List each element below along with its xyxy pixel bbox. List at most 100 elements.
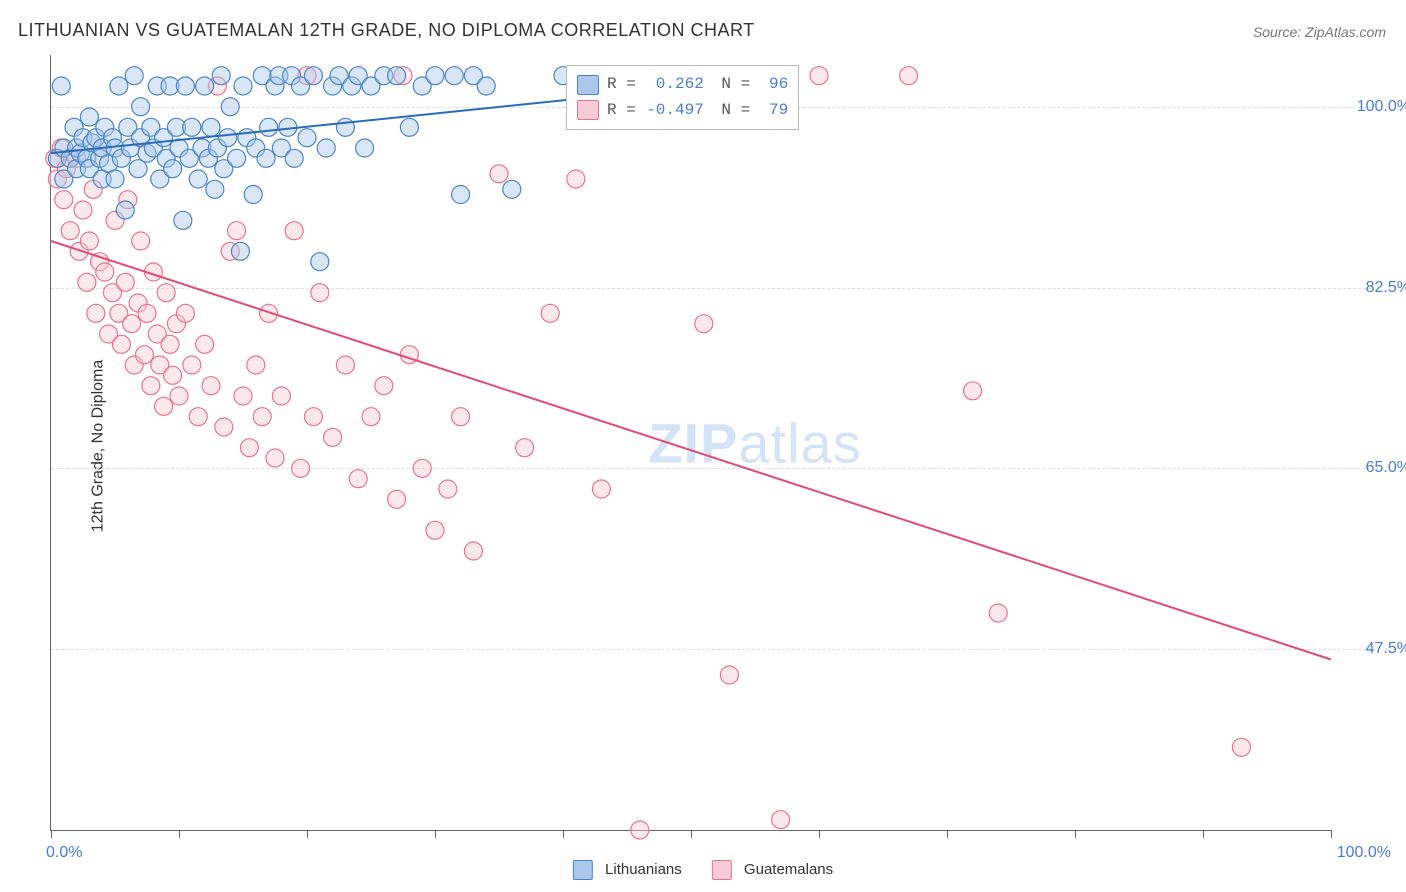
data-point <box>212 67 230 85</box>
data-point <box>189 170 207 188</box>
stat-label: R = <box>607 72 636 98</box>
stats-swatch-series1 <box>577 75 599 95</box>
data-point <box>247 356 265 374</box>
xtick <box>179 830 180 838</box>
data-point <box>228 149 246 167</box>
data-point <box>164 160 182 178</box>
data-point <box>189 408 207 426</box>
data-point <box>138 304 156 322</box>
legend-swatch-series2 <box>712 860 732 880</box>
data-point <box>964 382 982 400</box>
scatter-plot <box>51 55 1331 830</box>
stats-swatch-series2 <box>577 100 599 120</box>
data-point <box>490 165 508 183</box>
data-point <box>231 242 249 260</box>
data-point <box>900 67 918 85</box>
data-point <box>292 459 310 477</box>
data-point <box>304 67 322 85</box>
legend-label-series2: Guatemalans <box>744 861 833 878</box>
data-point <box>196 335 214 353</box>
data-point <box>400 118 418 136</box>
data-point <box>176 77 194 95</box>
data-point <box>260 118 278 136</box>
data-point <box>234 387 252 405</box>
xtick <box>307 830 308 838</box>
data-point <box>631 821 649 839</box>
data-point <box>106 170 124 188</box>
data-point <box>516 439 534 457</box>
stats-row-series1: R = 0.262 N = 96 <box>577 72 788 98</box>
source-label: Source: ZipAtlas.com <box>1253 24 1386 40</box>
data-point <box>989 604 1007 622</box>
data-point <box>311 253 329 271</box>
data-point <box>592 480 610 498</box>
data-point <box>257 149 275 167</box>
data-point <box>87 304 105 322</box>
stat-label: R = <box>607 98 636 124</box>
chart-title: LITHUANIAN VS GUATEMALAN 12TH GRADE, NO … <box>18 20 755 41</box>
data-point <box>161 335 179 353</box>
data-point <box>452 408 470 426</box>
xtick <box>691 830 692 838</box>
data-point <box>202 118 220 136</box>
data-point <box>426 521 444 539</box>
data-point <box>336 356 354 374</box>
xtick <box>435 830 436 838</box>
xtick <box>51 830 52 838</box>
stat-n-value: 96 <box>758 72 788 98</box>
data-point <box>61 222 79 240</box>
data-point <box>362 408 380 426</box>
xtick <box>819 830 820 838</box>
stat-r-value: -0.497 <box>644 98 704 124</box>
data-point <box>375 377 393 395</box>
data-point <box>221 98 239 116</box>
xaxis-min-label: 0.0% <box>46 844 82 862</box>
data-point <box>228 222 246 240</box>
data-point <box>445 67 463 85</box>
data-point <box>174 211 192 229</box>
stats-legend-box: R = 0.262 N = 96 R = -0.497 N = 79 <box>566 65 799 130</box>
data-point <box>112 335 130 353</box>
data-point <box>304 408 322 426</box>
data-point <box>810 67 828 85</box>
data-point <box>78 273 96 291</box>
data-point <box>176 304 194 322</box>
data-point <box>183 118 201 136</box>
legend-swatch-series1 <box>573 860 593 880</box>
data-point <box>477 77 495 95</box>
data-point <box>132 98 150 116</box>
data-point <box>132 232 150 250</box>
data-point <box>196 77 214 95</box>
legend-label-series1: Lithuanians <box>605 861 682 878</box>
data-point <box>80 108 98 126</box>
data-point <box>388 67 406 85</box>
ytick-label: 65.0% <box>1366 459 1406 477</box>
data-point <box>110 77 128 95</box>
xaxis-max-label: 100.0% <box>1337 844 1391 862</box>
data-point <box>116 273 134 291</box>
data-point <box>202 377 220 395</box>
stat-n-value: 79 <box>758 98 788 124</box>
data-point <box>164 366 182 384</box>
data-point <box>219 129 237 147</box>
legend-item-series1: Lithuanians <box>573 860 682 880</box>
plot-area: 47.5%65.0%82.5%100.0% ZIPatlas R = 0.262… <box>50 55 1331 831</box>
data-point <box>55 191 73 209</box>
legend-item-series2: Guatemalans <box>712 860 833 880</box>
data-point <box>567 170 585 188</box>
xtick <box>1331 830 1332 838</box>
data-point <box>80 232 98 250</box>
data-point <box>157 284 175 302</box>
xtick <box>947 830 948 838</box>
data-point <box>452 186 470 204</box>
data-point <box>125 67 143 85</box>
data-point <box>285 149 303 167</box>
data-point <box>298 129 316 147</box>
data-point <box>272 387 290 405</box>
stat-r-value: 0.262 <box>644 72 704 98</box>
ytick-label: 47.5% <box>1366 640 1406 658</box>
stats-row-series2: R = -0.497 N = 79 <box>577 98 788 124</box>
data-point <box>356 139 374 157</box>
data-point <box>413 459 431 477</box>
data-point <box>464 542 482 560</box>
